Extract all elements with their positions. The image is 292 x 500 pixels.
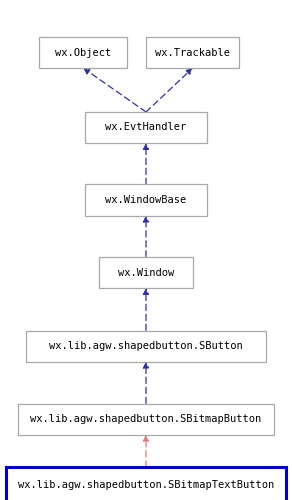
Bar [6,467,286,500]
Text: wx.lib.agw.shapedbutton.SBitmapButton: wx.lib.agw.shapedbutton.SBitmapButton [30,414,262,424]
Text: wx.Object: wx.Object [55,48,111,58]
Text: wx.Trackable: wx.Trackable [155,48,230,58]
Text: wx.Window: wx.Window [118,268,174,278]
Text: wx.lib.agw.shapedbutton.SBitmapTextButton: wx.lib.agw.shapedbutton.SBitmapTextButto… [18,480,274,490]
Bar [85,184,207,216]
Bar [146,37,239,68]
Bar [39,37,127,68]
Bar [26,330,266,362]
Text: wx.EvtHandler: wx.EvtHandler [105,122,187,132]
Bar [99,257,193,288]
Text: wx.WindowBase: wx.WindowBase [105,195,187,205]
Bar [18,404,274,434]
Bar [85,112,207,143]
Text: wx.lib.agw.shapedbutton.SButton: wx.lib.agw.shapedbutton.SButton [49,341,243,351]
